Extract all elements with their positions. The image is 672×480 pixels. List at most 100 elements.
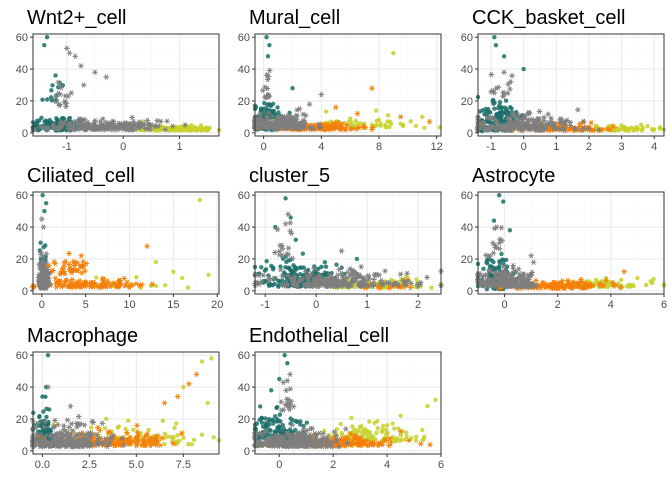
- dot-point-teal: [322, 270, 328, 275]
- x-tick-label: 1: [176, 141, 182, 153]
- y-tick-label: 0: [22, 286, 28, 298]
- star-point-grey: [61, 99, 68, 105]
- star-point-grey: [122, 121, 129, 127]
- star-point-grey: [78, 63, 84, 69]
- star-point-grey: [162, 126, 169, 133]
- dot-point-teal: [39, 115, 44, 121]
- x-tick-label: -1: [486, 141, 496, 153]
- x-tick-label: 1: [364, 299, 370, 311]
- dot-point-lime: [420, 114, 425, 120]
- panel-border: [32, 33, 220, 137]
- star-point-grey: [61, 120, 68, 127]
- dot-point-lime: [126, 418, 131, 423]
- dot-point-lime: [644, 282, 649, 288]
- dot-point-teal: [277, 412, 283, 417]
- star-point-grey: [154, 118, 160, 124]
- dot-point-lime: [413, 123, 419, 129]
- dot-point-teal: [48, 122, 53, 128]
- dot-point-teal: [499, 251, 504, 257]
- dot-point-lime: [191, 437, 197, 443]
- data-points: [30, 34, 222, 133]
- dot-point-teal: [323, 264, 329, 269]
- dot-point-teal: [275, 417, 280, 422]
- x-tick-label: 8: [376, 141, 382, 153]
- star-point-grey: [131, 122, 138, 129]
- y-tick-label: 60: [16, 190, 28, 202]
- star-point-grey: [144, 117, 151, 124]
- dot-point-teal: [276, 284, 281, 289]
- dot-point-teal: [304, 420, 310, 425]
- y-tick-label: 60: [238, 190, 250, 202]
- dot-point-teal: [270, 282, 275, 288]
- x-tick-label: 0: [521, 141, 527, 153]
- star-point-grey: [74, 120, 80, 126]
- dot-point-lime: [652, 127, 657, 132]
- dot-point-teal: [521, 66, 526, 72]
- dot-point-lime: [199, 359, 205, 364]
- y-tick-label: 20: [16, 414, 28, 426]
- y-tick-label: 60: [461, 32, 473, 44]
- dot-point-teal: [503, 98, 509, 103]
- dot-point-lime: [365, 429, 370, 434]
- dot-point-lime: [205, 400, 210, 406]
- star-point-grey: [129, 114, 135, 121]
- dot-point-teal: [48, 95, 54, 100]
- dot-point-teal: [282, 352, 287, 358]
- dot-point-teal: [354, 256, 360, 262]
- dot-point-lime: [375, 418, 380, 424]
- star-point-grey: [92, 69, 98, 75]
- x-tick-label: 2: [415, 299, 421, 311]
- dot-point-lime: [162, 283, 168, 288]
- dot-point-teal: [47, 427, 52, 433]
- dot-point-teal: [509, 106, 514, 111]
- dot-point-lime: [185, 285, 191, 290]
- dot-point-lime: [199, 432, 205, 437]
- dot-point-lime: [365, 433, 370, 438]
- star-point-grey: [57, 101, 63, 108]
- star-point-grey: [142, 125, 149, 132]
- dot-point-teal: [288, 267, 293, 273]
- dot-point-lime: [373, 108, 379, 113]
- dot-point-teal: [496, 264, 502, 269]
- dot-point-lime: [211, 435, 216, 440]
- dot-point-lime: [181, 384, 186, 390]
- star-point-grey: [92, 118, 98, 124]
- dot-point-teal: [42, 42, 47, 48]
- dot-point-teal: [258, 107, 264, 113]
- x-tick-label: 0: [261, 141, 267, 153]
- star-point-grey: [126, 125, 133, 131]
- dot-point-teal: [265, 54, 271, 59]
- star-point-grey: [103, 74, 110, 80]
- dot-point-lime: [635, 275, 640, 281]
- x-tick-label: 0: [276, 459, 282, 471]
- dot-point-teal: [288, 416, 293, 421]
- dot-point-lime: [391, 50, 396, 56]
- star-point-grey: [72, 53, 79, 59]
- dot-point-lime: [177, 438, 182, 443]
- dot-point-lime: [413, 438, 419, 443]
- dot-point-lime: [171, 435, 176, 440]
- star-point-grey: [50, 123, 56, 130]
- dot-point-lime: [429, 285, 434, 290]
- y-tick-label: 0: [244, 286, 250, 298]
- panel-title: CCK_basket_cell: [472, 7, 625, 29]
- y-tick-label: 60: [238, 32, 250, 44]
- x-tick-label: 2: [586, 141, 592, 153]
- dot-point-teal: [283, 196, 288, 201]
- dot-point-lime: [357, 424, 363, 429]
- dot-point-teal: [277, 376, 282, 382]
- star-point-grey: [158, 118, 164, 125]
- star-point-grey: [105, 123, 112, 129]
- dot-point-teal: [301, 423, 306, 429]
- dot-point-lime: [179, 275, 185, 281]
- dot-point-teal: [481, 266, 486, 272]
- star-point-grey: [37, 124, 44, 130]
- y-tick-label: 0: [467, 128, 473, 140]
- dot-point-teal: [45, 352, 51, 358]
- dot-point-teal: [486, 109, 491, 115]
- panel-title: Astrocyte: [472, 165, 555, 187]
- dot-point-lime: [181, 435, 186, 441]
- star-point-grey: [164, 118, 170, 124]
